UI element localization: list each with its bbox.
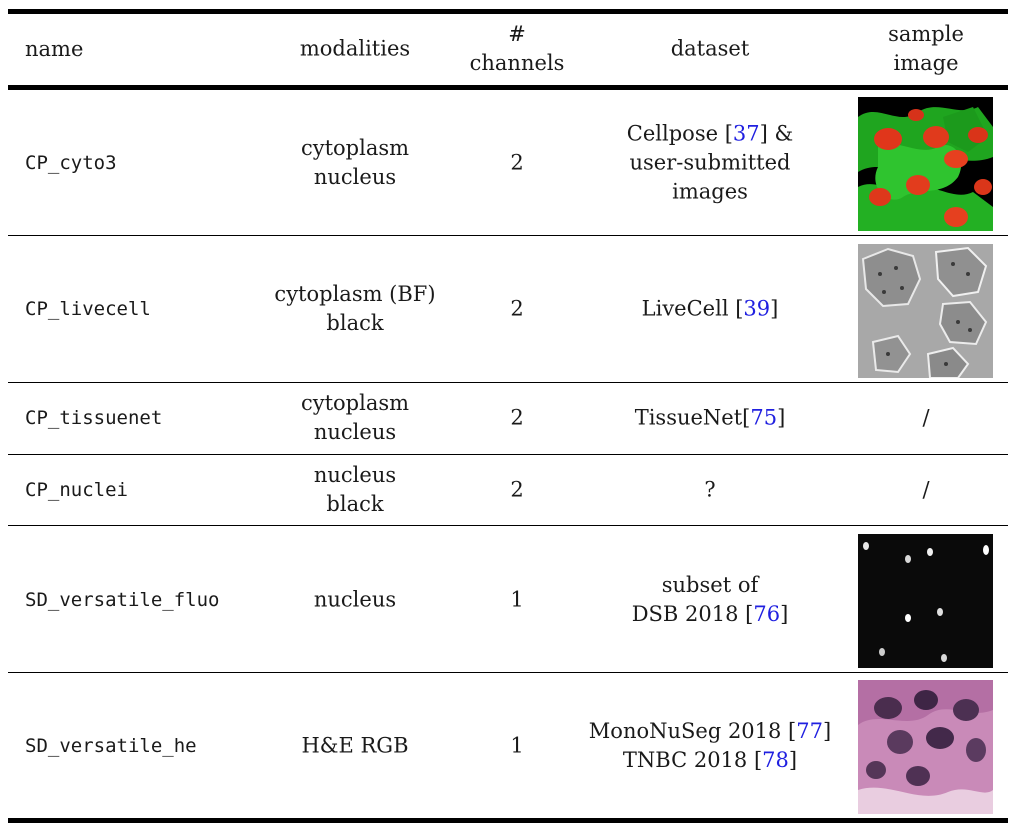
row-divider	[8, 454, 1008, 455]
modality: black	[326, 492, 384, 516]
modality: nucleus	[313, 420, 397, 444]
dataset-line: images	[672, 179, 748, 204]
sample-image-cyto3	[858, 97, 993, 231]
row-name: CP_livecell	[25, 298, 151, 320]
row-modalities: cytoplasm nucleus	[301, 389, 409, 447]
top-rule	[8, 9, 1008, 14]
modality: nucleus	[313, 463, 397, 487]
row-name: SD_versatile_fluo	[25, 589, 220, 611]
sample-image-he	[858, 680, 993, 814]
citation-link[interactable]: 39	[743, 296, 771, 321]
row-channels: 1	[510, 587, 524, 612]
modality: black	[326, 311, 384, 335]
dataset-line: Cellpose [37] &	[627, 120, 793, 149]
row-dataset: Cellpose [37] & user-submitted images	[627, 120, 793, 207]
row-name: SD_versatile_he	[25, 735, 197, 757]
row-dataset: ?	[704, 477, 716, 502]
citation-link[interactable]: 37	[732, 121, 760, 146]
row-sample-none: /	[922, 477, 930, 502]
header-modalities: modalities	[299, 36, 411, 61]
dataset-text: TissueNet[	[634, 405, 751, 430]
row-name: CP_cyto3	[25, 152, 117, 174]
dataset-text: DSB 2018 [	[631, 602, 754, 626]
row-modalities: nucleus black	[314, 461, 396, 519]
row-modalities: nucleus	[313, 587, 397, 612]
modality: cytoplasm	[300, 136, 410, 160]
dataset-text: TNBC 2018 [	[622, 748, 763, 772]
row-name: CP_nuclei	[25, 479, 128, 501]
bottom-rule	[8, 818, 1008, 823]
dataset-text: MonoNuSeg 2018 [	[588, 719, 797, 743]
row-divider	[8, 672, 1008, 673]
row-modalities: H&E RGB	[301, 733, 409, 758]
dataset-line: user-submitted	[629, 150, 791, 175]
header-sample-line1: sample	[888, 22, 964, 46]
row-channels: 2	[510, 477, 524, 502]
dataset-text: ]	[770, 296, 779, 321]
header-channels-line2: channels	[469, 51, 565, 75]
row-name: CP_tissuenet	[25, 407, 163, 429]
header-channels-line1: #	[508, 22, 526, 46]
sample-image-fluo	[858, 534, 993, 668]
citation-link[interactable]: 77	[796, 719, 823, 743]
row-modalities: cytoplasm nucleus	[301, 134, 409, 192]
row-dataset: LiveCell [39]	[642, 295, 779, 324]
header-name: name	[25, 37, 84, 61]
row-channels: 2	[510, 150, 524, 175]
dataset-text: ]	[777, 405, 786, 430]
header-sample-line2: image	[893, 51, 959, 75]
dataset-text: LiveCell [	[641, 296, 744, 321]
citation-link[interactable]: 76	[753, 602, 781, 626]
dataset-text: ]	[788, 748, 798, 772]
header-sample-image: sample image	[888, 20, 964, 78]
modality: nucleus	[313, 165, 397, 189]
dataset-text: ]	[780, 602, 789, 626]
dataset-line: MonoNuSeg 2018 [77]	[589, 717, 831, 746]
dataset-line: subset of	[661, 573, 759, 597]
citation-link[interactable]: 75	[750, 405, 778, 430]
row-dataset: MonoNuSeg 2018 [77] TNBC 2018 [78]	[589, 717, 831, 775]
row-channels: 2	[510, 405, 524, 430]
modality: cytoplasm (BF)	[274, 282, 436, 306]
row-channels: 2	[510, 296, 524, 321]
dataset-text: ] &	[759, 121, 794, 146]
header-channels: # channels	[470, 20, 565, 78]
row-dataset: TissueNet[75]	[635, 404, 786, 433]
modality: cytoplasm	[300, 391, 410, 415]
header-rule	[8, 85, 1008, 90]
dataset-text: ]	[823, 719, 832, 743]
dataset-line: TNBC 2018 [78]	[589, 746, 831, 775]
row-sample-none: /	[922, 405, 930, 430]
row-channels: 1	[510, 733, 524, 758]
dataset-line: DSB 2018 [76]	[632, 600, 789, 629]
row-divider	[8, 525, 1008, 526]
sample-image-livecell	[858, 244, 993, 378]
header-dataset: dataset	[670, 36, 750, 61]
row-divider	[8, 382, 1008, 383]
row-divider	[8, 235, 1008, 236]
row-dataset: subset of DSB 2018 [76]	[632, 571, 789, 629]
dataset-text: Cellpose [	[626, 121, 733, 146]
citation-link[interactable]: 78	[762, 748, 789, 772]
row-modalities: cytoplasm (BF) black	[274, 280, 435, 338]
